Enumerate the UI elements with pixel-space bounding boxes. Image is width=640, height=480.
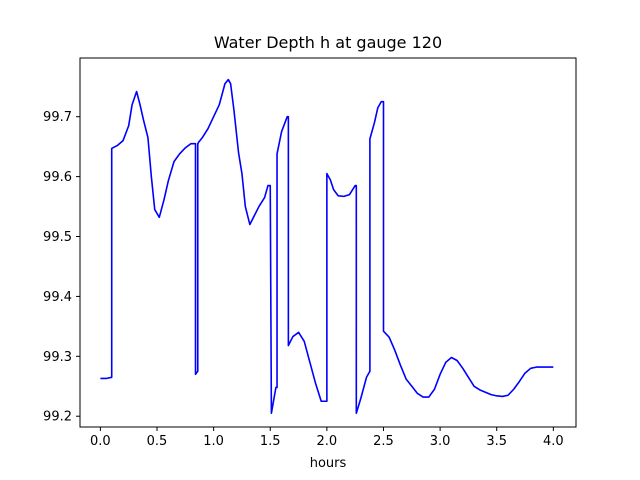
x-tick-label: 1.0 bbox=[203, 434, 224, 449]
series-line-0 bbox=[100, 78, 554, 415]
y-tick-label: 99.2 bbox=[43, 410, 72, 425]
x-axis-label: hours bbox=[310, 456, 347, 471]
x-tick-label: 0.0 bbox=[90, 434, 111, 449]
y-axis: 99.2 99.3 99.4 99.5 99.6 99.7 bbox=[43, 110, 80, 425]
x-tick-label: 3.0 bbox=[430, 434, 451, 449]
y-tick-label: 99.7 bbox=[43, 110, 72, 125]
y-tick-label: 99.4 bbox=[43, 290, 72, 305]
x-axis: 0.0 0.5 1.0 1.5 2.0 2.5 3.0 3.5 4.0 bbox=[90, 427, 564, 449]
plot-frame bbox=[79, 57, 577, 428]
chart-title: Water Depth h at gauge 120 bbox=[214, 33, 442, 52]
x-tick-label: 3.5 bbox=[486, 434, 507, 449]
x-tick-label: 1.5 bbox=[260, 434, 281, 449]
plot-area bbox=[79, 57, 577, 428]
y-tick-label: 99.3 bbox=[43, 350, 72, 365]
y-tick-label: 99.6 bbox=[43, 170, 72, 185]
plot-background bbox=[80, 58, 576, 427]
x-tick-label: 0.5 bbox=[147, 434, 168, 449]
x-tick-label: 4.0 bbox=[543, 434, 564, 449]
x-tick-label: 2.5 bbox=[373, 434, 394, 449]
x-tick-label: 2.0 bbox=[317, 434, 338, 449]
y-tick-label: 99.5 bbox=[43, 230, 72, 245]
